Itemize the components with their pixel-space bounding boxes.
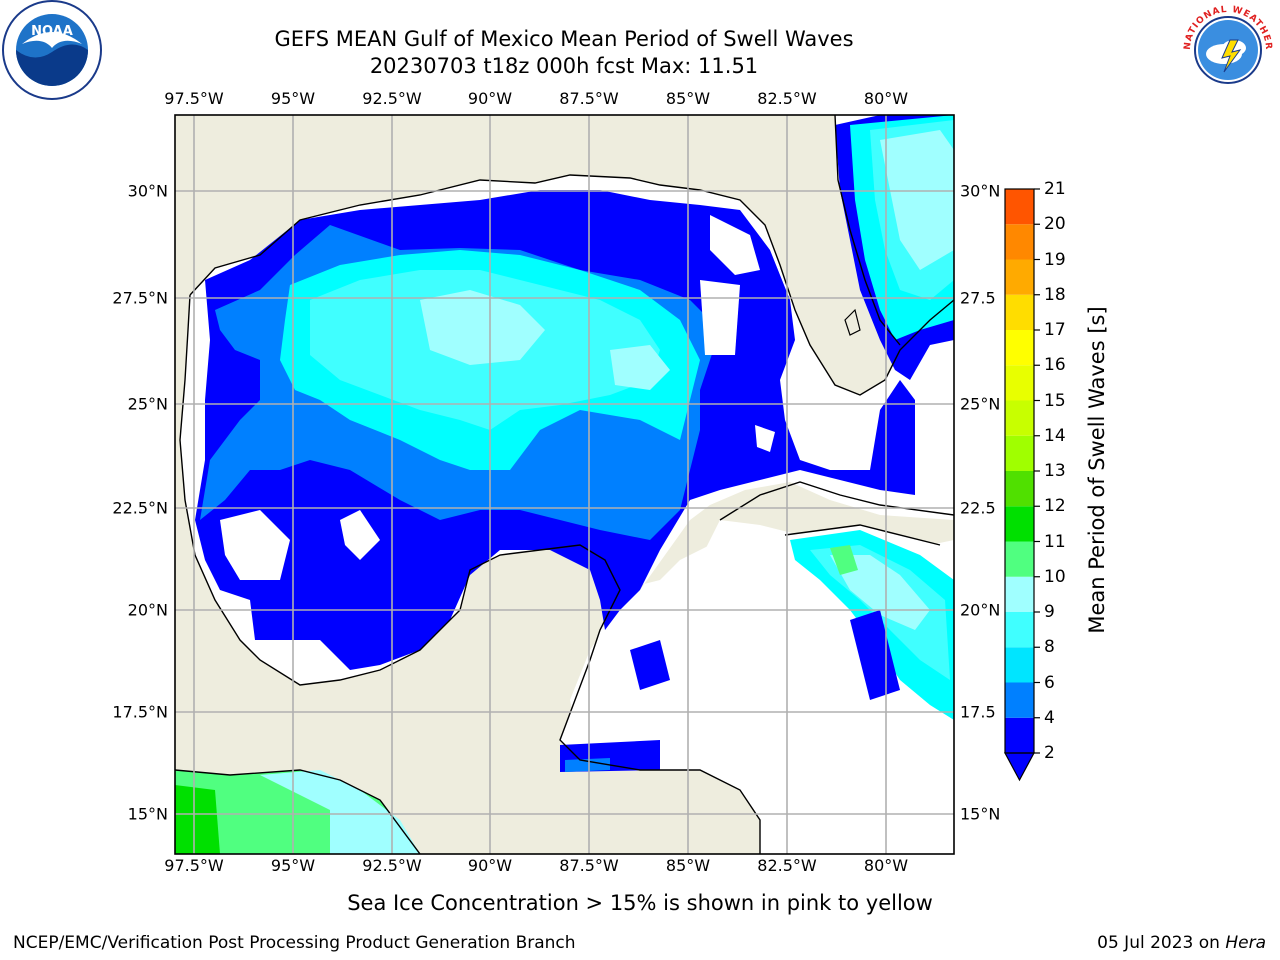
footer-date: 05 Jul 2023 on Hera: [1097, 933, 1266, 953]
colorbar-title: Mean Period of Swell Waves [s]: [1085, 306, 1109, 634]
lon-tick-bottom: 80°W: [863, 856, 909, 875]
lat-tick-left: 30°N: [127, 181, 168, 201]
lon-tick-bottom: 90°W: [467, 856, 513, 875]
colorbar-label: 9: [1044, 602, 1055, 622]
colorbar-segment: [1005, 647, 1034, 683]
lat-tick-left: 17.5°N: [112, 702, 168, 722]
colorbar-segment: [1005, 576, 1034, 612]
lat-tick-right: 22.5: [960, 498, 996, 518]
lon-tick-top: 80°W: [863, 89, 909, 108]
lon-tick-bottom: 82.5°W: [757, 856, 817, 875]
colorbar-segment: [1005, 682, 1034, 718]
lon-tick-top: 97.5°W: [164, 89, 224, 108]
colorbar-label: 14: [1044, 425, 1066, 446]
lon-tick-top: 95°W: [270, 89, 316, 108]
footer-date-text: 05 Jul 2023 on: [1097, 933, 1226, 953]
colorbar-label: 4: [1044, 707, 1055, 728]
colorbar-label: 12: [1044, 496, 1066, 517]
colorbar-segment: [1005, 717, 1034, 753]
colorbar-label: 13: [1044, 461, 1066, 481]
colorbar-label: 2: [1044, 743, 1055, 763]
colorbar-label: 11: [1044, 531, 1066, 552]
swell-band-9s-2: [610, 345, 670, 390]
lon-tick-top: 82.5°W: [757, 89, 817, 108]
lat-tick-left: 25°N: [127, 394, 168, 414]
colorbar: [1003, 188, 1040, 782]
colorbar-label: 6: [1044, 672, 1055, 693]
colorbar-label: 20: [1044, 214, 1066, 235]
caribbean-swell-2s-a: [630, 640, 670, 690]
colorbar-segment: [1005, 294, 1034, 330]
colorbar-label: 10: [1044, 566, 1066, 587]
coastal-gap-2: [340, 510, 380, 560]
lat-tick-left: 15°N: [127, 804, 168, 824]
lon-tick-top: 92.5°W: [362, 89, 422, 108]
lon-tick-top: 87.5°W: [559, 89, 619, 108]
footer-host: Hera: [1225, 933, 1266, 953]
coastal-gap-4: [710, 215, 760, 275]
colorbar-segment: [1005, 541, 1034, 577]
sea-ice-note: Sea Ice Concentration > 15% is shown in …: [347, 891, 933, 915]
lon-tick-top: 90°W: [467, 89, 513, 108]
coastal-gap-3: [700, 280, 740, 355]
lat-tick-right: 15°N: [960, 804, 1001, 824]
atlantic-swell-9s: [880, 130, 954, 270]
lat-tick-right: 25°N: [960, 394, 1001, 414]
swell-band-9s: [420, 290, 545, 365]
coastline: [175, 115, 954, 854]
lat-tick-right: 27.5: [960, 288, 996, 308]
svg-text:NOAA: NOAA: [31, 24, 73, 39]
colorbar-segment: [1005, 506, 1034, 542]
lat-tick-left: 27.5°N: [112, 288, 168, 308]
lon-tick-bottom: 95°W: [270, 856, 316, 875]
lon-tick-bottom: 85°W: [665, 856, 711, 875]
caribbean-swell-9s: [830, 555, 930, 630]
nws-logo: NATIONAL WEATHER SERVICE: [1178, 0, 1276, 98]
chart-subtitle: 20230703 t18z 000h fcst Max: 11.51: [369, 54, 759, 78]
lat-tick-right: 20°N: [960, 600, 1001, 620]
colorbar-segment: [1005, 471, 1034, 507]
colorbar-segment: [1005, 612, 1034, 648]
lon-tick-bottom: 92.5°W: [362, 856, 422, 875]
colorbar-label: 21: [1044, 179, 1066, 199]
lon-tick-top: 85°W: [665, 89, 711, 108]
colorbar-segment: [1005, 259, 1034, 295]
colorbar-segment: [1005, 435, 1034, 471]
caribbean-swell-10s: [830, 545, 858, 575]
colorbar-label: 16: [1044, 355, 1066, 376]
footer-branch: NCEP/EMC/Verification Post Processing Pr…: [13, 933, 576, 953]
colorbar-segment: [1005, 330, 1034, 366]
map-frame: [174, 114, 955, 855]
colorbar-label: 15: [1044, 390, 1066, 411]
coastal-gap-5: [755, 425, 775, 452]
lat-tick-left: 22.5°N: [112, 498, 168, 518]
pacific-swell-11s: [175, 785, 220, 854]
colorbar-segment: [1005, 224, 1034, 260]
lake-outline: [844, 308, 861, 336]
honduras-swell-4s: [565, 758, 610, 772]
colorbar-label: 19: [1044, 249, 1066, 270]
caribbean-swell-2s-b: [850, 610, 900, 700]
colorbar-label: 18: [1044, 284, 1066, 305]
lon-tick-bottom: 87.5°W: [559, 856, 619, 875]
chart-title: GEFS MEAN Gulf of Mexico Mean Period of …: [274, 27, 854, 51]
colorbar-label: 17: [1044, 320, 1066, 340]
colorbar-label: 8: [1044, 637, 1055, 658]
grid-lines: [175, 115, 954, 854]
lon-tick-bottom: 97.5°W: [164, 856, 224, 875]
colorbar-segment: [1005, 189, 1034, 225]
colorbar-segment: [1005, 400, 1034, 436]
colorbar-extend-triangle: [1003, 752, 1036, 782]
noaa-logo: NOAA: [2, 0, 102, 100]
lat-tick-right: 17.5: [960, 702, 996, 722]
lat-tick-right: 30°N: [960, 181, 1001, 201]
pacific-swell-9s: [260, 770, 420, 854]
colorbar-segment: [1005, 365, 1034, 401]
coastal-gap-1: [220, 510, 290, 580]
lat-tick-left: 20°N: [127, 600, 168, 620]
